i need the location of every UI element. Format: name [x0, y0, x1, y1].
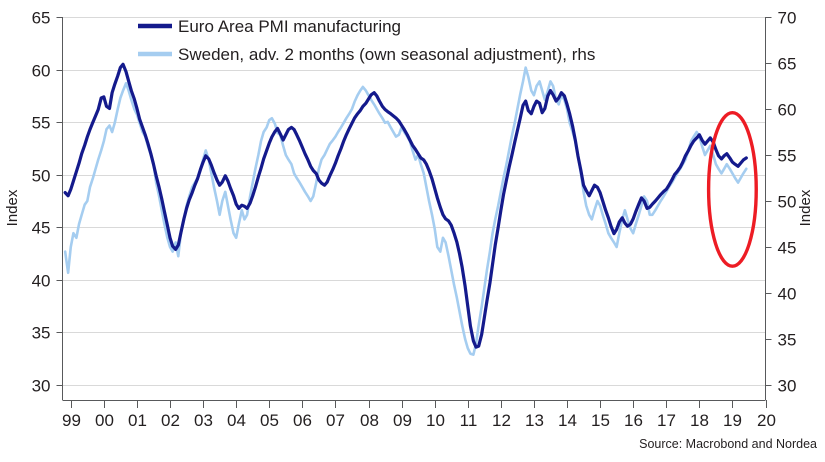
source-note: Source: Macrobond and Nordea	[639, 437, 817, 451]
left-tick-label: 30	[32, 377, 51, 396]
x-tick-label: 08	[360, 411, 379, 430]
right-tick-label: 70	[778, 9, 797, 28]
left-tick-label: 55	[32, 114, 51, 133]
data-series	[63, 62, 748, 356]
right-tick-label: 55	[778, 147, 797, 166]
x-tick-label: 00	[95, 411, 114, 430]
left-tick-label: 35	[32, 324, 51, 343]
x-tick-label: 01	[128, 411, 147, 430]
left-tick-label: 60	[32, 62, 51, 81]
x-tick-label: 06	[293, 411, 312, 430]
x-tick-label: 12	[492, 411, 511, 430]
right-axis-title: Index	[797, 189, 814, 226]
x-tick-label: 13	[525, 411, 544, 430]
left-tick-label: 45	[32, 219, 51, 238]
x-tick-label: 07	[326, 411, 345, 430]
right-tick-label: 30	[778, 377, 797, 396]
x-tick-label: 02	[161, 411, 180, 430]
x-tick-label: 18	[690, 411, 709, 430]
right-tick-label: 45	[778, 239, 797, 258]
x-tick-label: 99	[62, 411, 81, 430]
legend: Euro Area PMI manufacturing Sweden, adv.…	[138, 17, 595, 64]
left-axis-tick-labels: 30 35 40 45 50 55 60 65	[32, 9, 51, 396]
x-tick-label: 14	[558, 411, 577, 430]
right-tick-label: 60	[778, 101, 797, 120]
x-tick-label: 05	[260, 411, 279, 430]
right-tick-label: 65	[778, 55, 797, 74]
x-tick-label: 19	[723, 411, 742, 430]
x-tick-label: 15	[591, 411, 610, 430]
left-tick-label: 65	[32, 9, 51, 28]
right-tick-label: 50	[778, 193, 797, 212]
legend-label-sweden: Sweden, adv. 2 months (own seasonal adju…	[178, 45, 595, 64]
x-tick-label: 11	[460, 411, 478, 430]
x-tick-label: 09	[393, 411, 412, 430]
right-axis-tick-labels: 30 35 40 45 50 55 60 65 70	[778, 9, 797, 396]
recent-downturn-highlight	[706, 110, 758, 268]
legend-label-euro-area: Euro Area PMI manufacturing	[178, 17, 401, 36]
x-tick-label: 03	[194, 411, 213, 430]
x-tick-label: 10	[426, 411, 445, 430]
x-tick-label: 17	[657, 411, 676, 430]
tick-marks	[56, 16, 772, 408]
x-axis-tick-labels: 99 00 01 02 03 04 05 06 07 08 09 10 11 12 13 14 15 16 17 18…	[62, 411, 776, 430]
left-axis-title: Index	[4, 189, 21, 226]
series-line-euro-area	[63, 62, 748, 349]
left-tick-label: 40	[32, 272, 51, 291]
gridlines	[62, 17, 766, 386]
chart-annotations	[706, 110, 758, 268]
x-tick-label: 16	[624, 411, 643, 430]
x-tick-label: 20	[757, 411, 776, 430]
right-tick-label: 35	[778, 331, 797, 350]
right-tick-label: 40	[778, 285, 797, 304]
left-tick-label: 50	[32, 167, 51, 186]
x-tick-label: 04	[227, 411, 246, 430]
